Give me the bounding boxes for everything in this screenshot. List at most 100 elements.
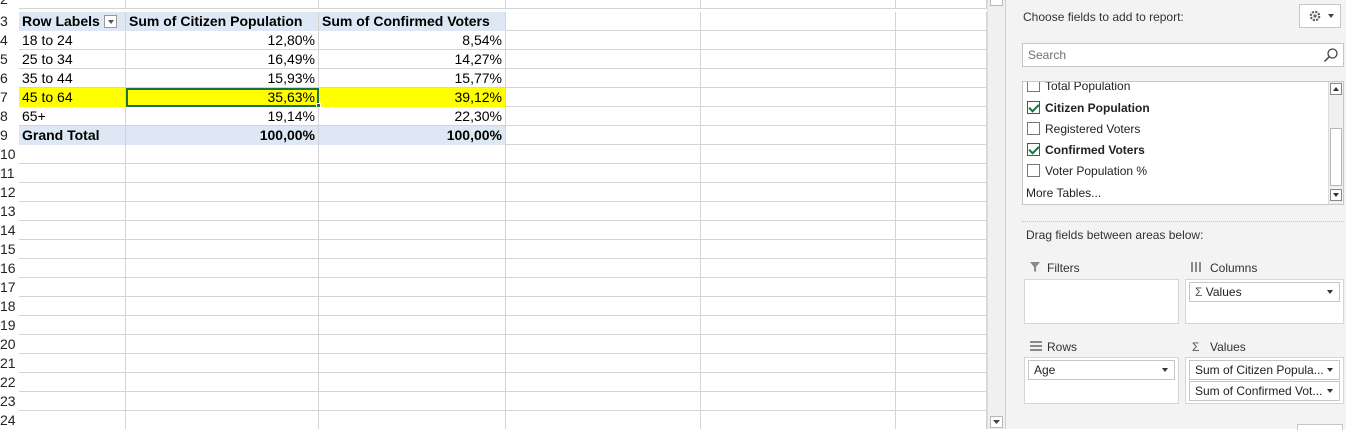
cell[interactable] [19,183,126,202]
row-header[interactable]: 5 [0,51,8,67]
cell[interactable] [19,335,126,354]
cell[interactable] [701,411,896,429]
checkbox-checked[interactable] [1027,143,1040,156]
cell[interactable] [896,88,987,107]
scroll-up-arrow-icon[interactable] [1330,83,1342,95]
cell[interactable] [126,0,319,9]
citizen-value-cell[interactable]: 12,80% [126,31,319,50]
cell[interactable] [506,221,701,240]
rows-age-item[interactable]: Age [1028,360,1175,380]
confirmed-value-cell[interactable]: 15,77% [319,69,506,88]
cell[interactable] [701,183,896,202]
cell[interactable] [506,183,701,202]
row-label-cell[interactable]: 45 to 64 [19,88,126,107]
row-header[interactable]: 14 [0,222,16,238]
cell[interactable] [319,240,506,259]
cell[interactable] [896,259,987,278]
cell[interactable] [506,335,701,354]
cell[interactable] [896,69,987,88]
grand-total-citizen[interactable]: 100,00% [126,126,319,145]
cell[interactable] [506,297,701,316]
cell[interactable] [701,373,896,392]
row-label-cell[interactable]: 65+ [19,107,126,126]
cell[interactable] [506,0,701,9]
cell[interactable] [126,221,319,240]
cell[interactable] [319,411,506,429]
cell[interactable] [319,202,506,221]
checkbox[interactable] [1027,82,1040,92]
citizen-value-cell[interactable]: 16,49% [126,50,319,69]
cell[interactable] [126,335,319,354]
cell[interactable] [126,202,319,221]
cell[interactable] [126,354,319,373]
grand-total-label[interactable]: Grand Total [19,126,126,145]
cell[interactable] [319,145,506,164]
cell[interactable] [896,107,987,126]
columns-drop-area[interactable]: Σ Values [1185,279,1344,324]
confirmed-voters-header[interactable]: Sum of Confirmed Voters [319,12,506,31]
field-item-total-population[interactable]: Total Population [1027,82,1130,96]
cell[interactable] [19,164,126,183]
cell[interactable] [319,221,506,240]
cell[interactable] [506,278,701,297]
field-item-confirmed-voters[interactable]: Confirmed Voters [1027,140,1145,160]
scroll-down-arrow-icon[interactable] [1330,189,1342,201]
row-header[interactable]: 21 [0,355,16,371]
cell[interactable] [126,297,319,316]
cell[interactable] [506,69,701,88]
more-tables-link[interactable]: More Tables... [1026,186,1102,200]
checkbox-checked[interactable] [1027,101,1040,114]
cell[interactable] [319,316,506,335]
cell[interactable] [701,259,896,278]
cell[interactable] [896,164,987,183]
cell[interactable] [126,392,319,411]
cell[interactable] [506,259,701,278]
rows-drop-area[interactable]: Age [1024,357,1179,404]
values-drop-area[interactable]: Sum of Citizen Popula... Sum of Confirme… [1185,357,1344,404]
cell[interactable] [896,202,987,221]
row-header[interactable]: 22 [0,374,16,390]
cell[interactable] [19,297,126,316]
cell[interactable] [701,316,896,335]
cell[interactable] [319,373,506,392]
cell[interactable] [506,373,701,392]
row-header[interactable]: 9 [0,127,8,143]
cell[interactable] [896,335,987,354]
cell[interactable] [701,50,896,69]
cell[interactable] [319,354,506,373]
cell[interactable] [896,316,987,335]
cell[interactable] [506,240,701,259]
cell[interactable] [506,316,701,335]
cell[interactable] [126,259,319,278]
cell[interactable] [19,316,126,335]
cell[interactable] [701,88,896,107]
row-header[interactable]: 7 [0,89,8,105]
worksheet-grid[interactable]: 2 3 4 5 6 7 8 9 10 11 12 13 14 15 16 17 … [0,0,987,429]
cell[interactable] [506,126,701,145]
checkbox[interactable] [1027,164,1040,177]
cell[interactable] [896,354,987,373]
columns-values-item[interactable]: Σ Values [1189,282,1340,302]
cell[interactable] [19,145,126,164]
cell[interactable] [896,12,987,31]
row-label-cell[interactable]: 18 to 24 [19,31,126,50]
row-header[interactable]: 13 [0,203,16,219]
cell[interactable] [19,0,126,9]
cell[interactable] [506,202,701,221]
cell[interactable] [319,0,506,9]
row-label-cell[interactable]: 35 to 44 [19,69,126,88]
cell[interactable] [126,278,319,297]
filters-drop-area[interactable] [1024,279,1179,324]
cell[interactable] [506,164,701,183]
cell[interactable] [701,278,896,297]
cell[interactable] [506,107,701,126]
cell[interactable] [126,240,319,259]
row-header[interactable]: 8 [0,108,8,124]
cell[interactable] [319,164,506,183]
field-item-registered-voters[interactable]: Registered Voters [1027,119,1140,139]
citizen-value-cell[interactable]: 15,93% [126,69,319,88]
cell[interactable] [896,126,987,145]
confirmed-value-cell[interactable]: 39,12% [319,88,506,107]
scroll-thumb[interactable] [1330,128,1342,186]
field-list-scrollbar[interactable] [1328,82,1343,204]
